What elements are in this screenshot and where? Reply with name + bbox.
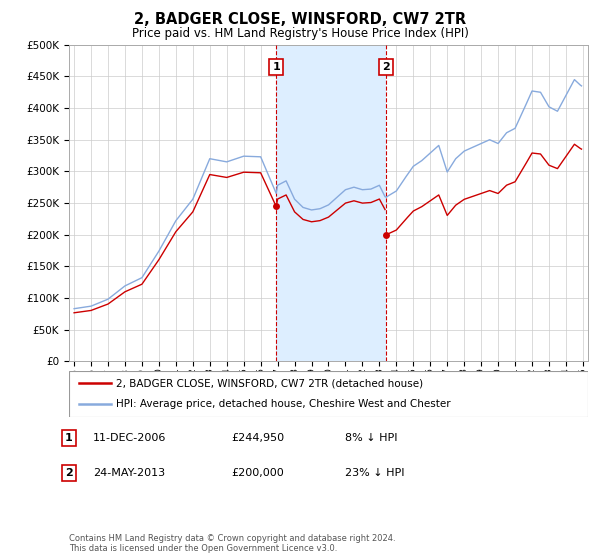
Text: 23% ↓ HPI: 23% ↓ HPI — [345, 468, 404, 478]
Text: £200,000: £200,000 — [231, 468, 284, 478]
Text: HPI: Average price, detached house, Cheshire West and Chester: HPI: Average price, detached house, Ches… — [116, 399, 451, 409]
Text: 1: 1 — [272, 62, 280, 72]
Text: 2, BADGER CLOSE, WINSFORD, CW7 2TR (detached house): 2, BADGER CLOSE, WINSFORD, CW7 2TR (deta… — [116, 378, 423, 388]
Text: 1: 1 — [65, 433, 73, 443]
Text: 2: 2 — [65, 468, 73, 478]
Text: 8% ↓ HPI: 8% ↓ HPI — [345, 433, 398, 443]
Text: £244,950: £244,950 — [231, 433, 284, 443]
Text: Contains HM Land Registry data © Crown copyright and database right 2024.
This d: Contains HM Land Registry data © Crown c… — [69, 534, 395, 553]
Text: 2, BADGER CLOSE, WINSFORD, CW7 2TR: 2, BADGER CLOSE, WINSFORD, CW7 2TR — [134, 12, 466, 27]
Text: 11-DEC-2006: 11-DEC-2006 — [93, 433, 166, 443]
Text: Price paid vs. HM Land Registry's House Price Index (HPI): Price paid vs. HM Land Registry's House … — [131, 27, 469, 40]
Text: 24-MAY-2013: 24-MAY-2013 — [93, 468, 165, 478]
Bar — [276, 45, 386, 361]
Text: 2: 2 — [382, 62, 389, 72]
